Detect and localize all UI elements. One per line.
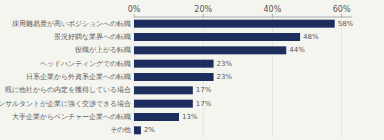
grid-line [341,17,342,137]
data-label: 17% [196,100,212,108]
category-label: その他 [110,126,131,134]
category-label: 大手企業からベンチャー企業への転職 [12,113,131,121]
chart: 0% 20% 40% 60% 採用難易度が高いポジションへの転職景況好調な業界への転職役… [0,0,384,140]
bar [134,113,179,121]
tick-mark [134,14,135,17]
data-label: 2% [144,126,155,134]
bar [134,46,286,54]
bar [134,86,193,94]
category-label: ヘッドハンティングでの転職 [40,60,131,68]
tick-label: 20% [194,5,212,14]
category-label: 日系企業から外資系企業への転職 [26,73,131,81]
data-label: 23% [217,60,233,68]
data-label: 58% [338,20,354,28]
bar [134,20,335,28]
bar [134,33,300,41]
tick-label: 60% [333,5,351,14]
data-label: 23% [217,73,233,81]
data-labels: 58% 48% 44% 23% 23% 17% 17% 13% 2% [144,20,354,135]
tick-mark [341,14,342,17]
tick-mark [272,14,273,17]
x-axis: 0% 20% 40% 60% [128,5,352,137]
tick-mark [203,14,204,17]
category-label: 景況好調な業界への転職 [54,33,131,41]
bar [134,126,141,134]
bar [134,100,193,108]
tick-label: 0% [128,5,141,14]
background [0,0,384,140]
data-label: 48% [303,33,319,41]
category-label: 採用難易度が高いポジションへの転職 [12,20,131,28]
category-label: 役職が上がる転職 [75,46,131,54]
bar [134,73,214,81]
tick-label: 40% [264,5,282,14]
axis-line [134,17,352,18]
y-axis: 採用難易度が高いポジションへの転職景況好調な業界への転職役職が上がる転職ヘッドハ… [0,20,131,135]
category-label: 既に他社からの内定を獲得している場合 [5,86,131,94]
bars [134,20,335,135]
data-label: 13% [182,113,198,121]
bar [134,60,214,68]
data-label: 44% [289,46,305,54]
category-label: コンサルタントが企業に強く交渉できる場合 [0,100,131,108]
data-label: 17% [196,86,212,94]
